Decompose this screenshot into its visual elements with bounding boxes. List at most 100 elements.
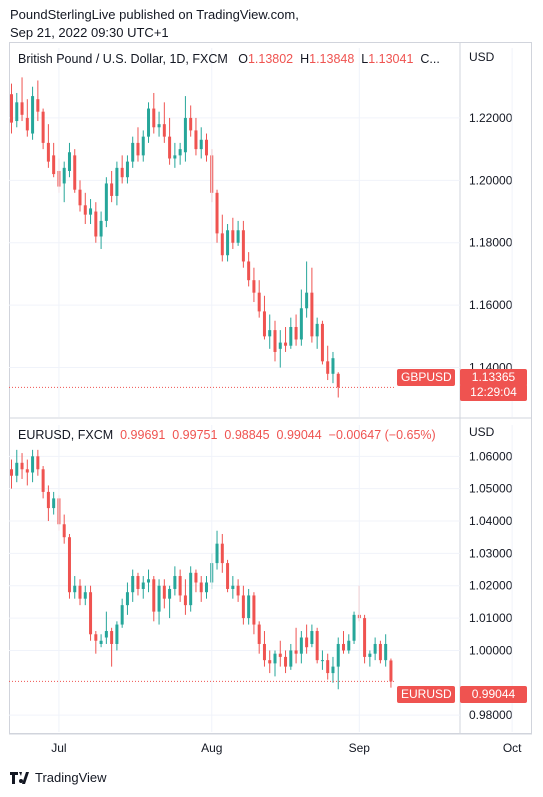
gbp-y-tick-label: 1.18000	[469, 236, 513, 250]
eur-candle-body	[199, 582, 203, 593]
eur-candle-body	[289, 650, 293, 667]
publisher-line: PoundSterlingLive published on TradingVi…	[10, 7, 299, 22]
eur-candle-body	[378, 643, 382, 661]
eur-candle-body	[278, 653, 282, 657]
gbp-legend-high: 1.13848	[309, 52, 355, 66]
gbp-candle-body	[294, 326, 298, 340]
eur-candle-body	[110, 631, 114, 644]
eur-candle-body	[241, 595, 245, 619]
gbp-countdown-badge: 12:29:04	[460, 384, 527, 401]
eur-candle-body	[326, 660, 330, 674]
gbp-candle-body	[204, 139, 208, 156]
eur-candle-body	[284, 656, 288, 667]
eur-candle-body	[231, 585, 235, 589]
eur-legend-title: EURUSD, FXCM	[18, 428, 114, 442]
gbp-candle-body	[62, 167, 66, 184]
eur-y-tick-label: 1.01000	[469, 611, 513, 625]
gbp-candle-body	[73, 155, 77, 190]
gbp-price-badge: 1.13365	[460, 369, 527, 386]
gbp-candle-body	[141, 136, 145, 156]
gbp-candle-body	[231, 230, 235, 243]
eur-candle-body	[10, 469, 13, 476]
publish-date: Sep 21, 2022 09:30 UTC+1	[10, 25, 169, 40]
gbp-y-tick-label: 1.16000	[469, 298, 513, 312]
eur-candle-body	[141, 582, 145, 589]
gbp-candle-body	[178, 149, 182, 156]
gbp-candle-body	[220, 233, 224, 256]
eur-candle-body	[310, 631, 314, 644]
gbp-candle-body	[89, 208, 93, 215]
gbp-legend-c-label: C...	[420, 52, 440, 66]
gbp-candle-body	[173, 155, 177, 159]
gbp-candle-body	[152, 108, 156, 128]
eur-candle-body	[336, 643, 340, 667]
gbp-candle-body	[320, 323, 324, 362]
eur-candle-body	[157, 585, 161, 612]
eur-y-tick-label: 1.06000	[469, 449, 513, 463]
gbp-candle-body	[215, 192, 219, 234]
gbp-candle-body	[241, 230, 245, 262]
eur-candle-body	[315, 631, 319, 661]
gbp-candle-body	[273, 330, 277, 352]
gbp-candle-body	[183, 117, 187, 153]
gbp-symbol-badge: GBPUSD	[397, 369, 455, 386]
eur-candle-body	[194, 572, 198, 583]
eur-candle-body	[268, 660, 272, 664]
eur-candle-body	[204, 582, 208, 593]
eur-candle-body	[73, 585, 77, 593]
eur-candle-body	[347, 640, 351, 651]
eur-candle-body	[67, 537, 71, 593]
gbp-candle-body	[41, 111, 45, 143]
gbp-candle-body	[199, 139, 203, 150]
gbp-candle-body	[278, 342, 282, 349]
eur-symbol-badge: EURUSD	[397, 686, 455, 703]
gbp-candle-body	[94, 211, 98, 237]
eur-candle-body	[36, 456, 40, 470]
eur-candle-body	[252, 595, 256, 625]
gbp-candle-body	[305, 292, 309, 309]
eur-candle-body	[320, 660, 324, 662]
eur-candle-body	[99, 640, 103, 644]
gbp-candle-body	[162, 124, 166, 137]
eur-candle-body	[257, 624, 261, 644]
eur-candle-body	[178, 576, 182, 596]
eur-candle-body	[62, 524, 66, 538]
eur-candle-body	[352, 614, 356, 641]
eur-candle-body	[94, 634, 98, 641]
eur-candle-body	[368, 653, 372, 657]
gbp-currency-label: USD	[469, 50, 495, 64]
gbp-candle-body	[157, 124, 161, 128]
gbp-candle-body	[247, 261, 251, 281]
eur-candle-body	[189, 572, 193, 606]
gbp-legend-h-label: H	[300, 52, 310, 66]
eur-candle-body	[294, 650, 298, 654]
gbp-candle-body	[194, 130, 198, 150]
gbp-legend-l-label: L	[361, 52, 369, 66]
gbp-candle-body	[262, 311, 266, 337]
gbp-candle-body	[136, 142, 140, 156]
gbp-candle-body	[99, 220, 103, 237]
eur-candle-body	[46, 491, 50, 509]
gbp-candle-body	[268, 330, 272, 337]
gbp-candle-body	[104, 183, 108, 221]
x-tick-label: Oct	[503, 741, 522, 755]
eur-candle-body	[236, 585, 240, 596]
gbp-candle-body	[67, 152, 71, 171]
eur-candle-body	[173, 576, 177, 589]
gbp-candle-body	[226, 230, 230, 256]
eur-candle-body	[15, 462, 19, 476]
eur-candle-body	[331, 666, 335, 674]
footer-brand: TradingView	[35, 770, 107, 785]
eur-candle-body	[342, 643, 346, 651]
eur-candle-body	[20, 462, 24, 470]
eur-candle-body	[136, 576, 140, 589]
gbp-candle-body	[83, 205, 87, 215]
eur-currency-label: USD	[469, 425, 495, 439]
eur-candle-body	[215, 543, 219, 564]
eur-candle-body	[83, 592, 87, 599]
gbp-candle-body	[115, 167, 119, 196]
eur-candle-body	[162, 585, 166, 599]
gbp-candle-body	[46, 142, 50, 162]
eur-candle-body	[89, 592, 93, 635]
